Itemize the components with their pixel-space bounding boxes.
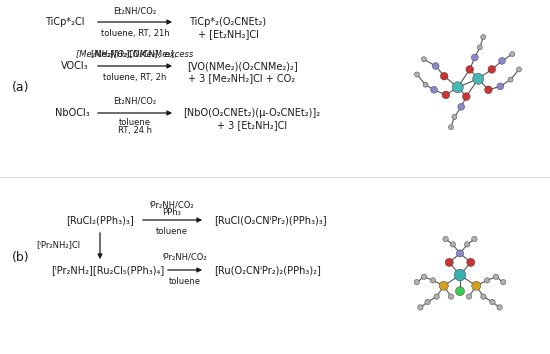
Circle shape xyxy=(477,45,482,50)
Text: [Ru(O₂CNᴵPr₂)₂(PPh₃)₂]: [Ru(O₂CNᴵPr₂)₂(PPh₃)₂] xyxy=(214,265,321,275)
Circle shape xyxy=(465,242,470,247)
Text: [Me₂NH₂][O₂CNMe₂],  excess: [Me₂NH₂][O₂CNMe₂], excess xyxy=(76,50,194,59)
Circle shape xyxy=(421,274,427,280)
Circle shape xyxy=(463,93,470,101)
Text: (a): (a) xyxy=(12,81,30,95)
Text: [NbO(O₂CNEt₂)(μ-O₂CNEt₂)]₂: [NbO(O₂CNEt₂)(μ-O₂CNEt₂)]₂ xyxy=(184,108,321,118)
Circle shape xyxy=(499,57,505,64)
Circle shape xyxy=(445,258,453,267)
Text: VOCl₃: VOCl₃ xyxy=(61,61,89,71)
Text: + 3 [Et₂NH₂]Cl: + 3 [Et₂NH₂]Cl xyxy=(217,120,287,130)
Text: Et₂NH/CO₂: Et₂NH/CO₂ xyxy=(113,97,157,106)
Circle shape xyxy=(516,67,521,72)
Text: ᴵPr₂NH/CO₂: ᴵPr₂NH/CO₂ xyxy=(150,201,194,210)
Text: [ᴵPr₂NH₂][Ru₂Cl₅(PPh₃)₄]: [ᴵPr₂NH₂][Ru₂Cl₅(PPh₃)₄] xyxy=(51,265,164,275)
Circle shape xyxy=(466,65,474,73)
Circle shape xyxy=(415,72,420,77)
Text: toluene: toluene xyxy=(156,227,188,236)
Circle shape xyxy=(430,278,436,283)
Circle shape xyxy=(497,83,504,90)
Circle shape xyxy=(488,65,496,73)
Text: RT, 24 h: RT, 24 h xyxy=(118,126,152,135)
Circle shape xyxy=(485,86,492,93)
Circle shape xyxy=(454,269,466,281)
Circle shape xyxy=(441,72,448,80)
Text: TiCp*₂Cl: TiCp*₂Cl xyxy=(45,17,85,27)
Text: + 3 [Me₂NH₂]Cl + CO₂: + 3 [Me₂NH₂]Cl + CO₂ xyxy=(189,73,295,83)
Circle shape xyxy=(431,86,437,93)
Text: toluene: toluene xyxy=(119,118,151,127)
Circle shape xyxy=(500,280,506,285)
Text: (b): (b) xyxy=(12,251,30,264)
Circle shape xyxy=(439,281,448,290)
Circle shape xyxy=(417,305,423,310)
Circle shape xyxy=(425,299,430,305)
Circle shape xyxy=(467,258,475,267)
Circle shape xyxy=(471,54,478,61)
Text: [Me₂NH₂][O₂CNMe₂],: [Me₂NH₂][O₂CNMe₂], xyxy=(91,50,179,59)
Circle shape xyxy=(443,236,448,242)
Circle shape xyxy=(481,35,486,40)
Circle shape xyxy=(472,281,481,290)
Circle shape xyxy=(434,294,439,299)
Text: [RuCl(O₂CNᴵPr₂)(PPh₃)₃]: [RuCl(O₂CNᴵPr₂)(PPh₃)₃] xyxy=(214,215,326,225)
Circle shape xyxy=(490,299,495,305)
Text: [ᴵPr₂NH₂]Cl: [ᴵPr₂NH₂]Cl xyxy=(36,240,80,250)
Circle shape xyxy=(508,77,513,82)
Circle shape xyxy=(466,294,472,299)
Circle shape xyxy=(481,294,486,299)
Circle shape xyxy=(472,73,484,84)
Circle shape xyxy=(493,274,499,280)
Text: NbOCl₃: NbOCl₃ xyxy=(54,108,89,118)
Circle shape xyxy=(472,236,477,242)
Circle shape xyxy=(423,82,428,87)
Text: toluene, RT, 2h: toluene, RT, 2h xyxy=(103,73,167,82)
Text: PPh₃: PPh₃ xyxy=(163,208,182,217)
Circle shape xyxy=(456,250,464,257)
Text: [VO(NMe₂)(O₂CNMe₂)₂]: [VO(NMe₂)(O₂CNMe₂)₂] xyxy=(186,61,298,71)
Text: toluene, RT, 21h: toluene, RT, 21h xyxy=(101,29,169,38)
Text: TiCp*₂(O₂CNEt₂): TiCp*₂(O₂CNEt₂) xyxy=(189,17,267,27)
Circle shape xyxy=(448,294,454,299)
Circle shape xyxy=(510,52,515,57)
Circle shape xyxy=(448,125,454,130)
Circle shape xyxy=(455,287,465,296)
Text: ᴵPr₂NH/CO₂: ᴵPr₂NH/CO₂ xyxy=(163,252,207,261)
Circle shape xyxy=(458,103,465,110)
Circle shape xyxy=(452,82,463,93)
Circle shape xyxy=(421,57,426,62)
Text: Et₂NH/CO₂: Et₂NH/CO₂ xyxy=(113,6,157,15)
Circle shape xyxy=(414,280,420,285)
Circle shape xyxy=(450,242,455,247)
Text: toluene: toluene xyxy=(169,277,201,286)
Circle shape xyxy=(432,63,439,69)
Circle shape xyxy=(485,278,490,283)
Circle shape xyxy=(452,114,457,120)
Text: [RuCl₂(PPh₃)₃]: [RuCl₂(PPh₃)₃] xyxy=(66,215,134,225)
Circle shape xyxy=(442,91,450,99)
Text: + [Et₂NH₂]Cl: + [Et₂NH₂]Cl xyxy=(197,29,258,39)
Circle shape xyxy=(497,305,502,310)
